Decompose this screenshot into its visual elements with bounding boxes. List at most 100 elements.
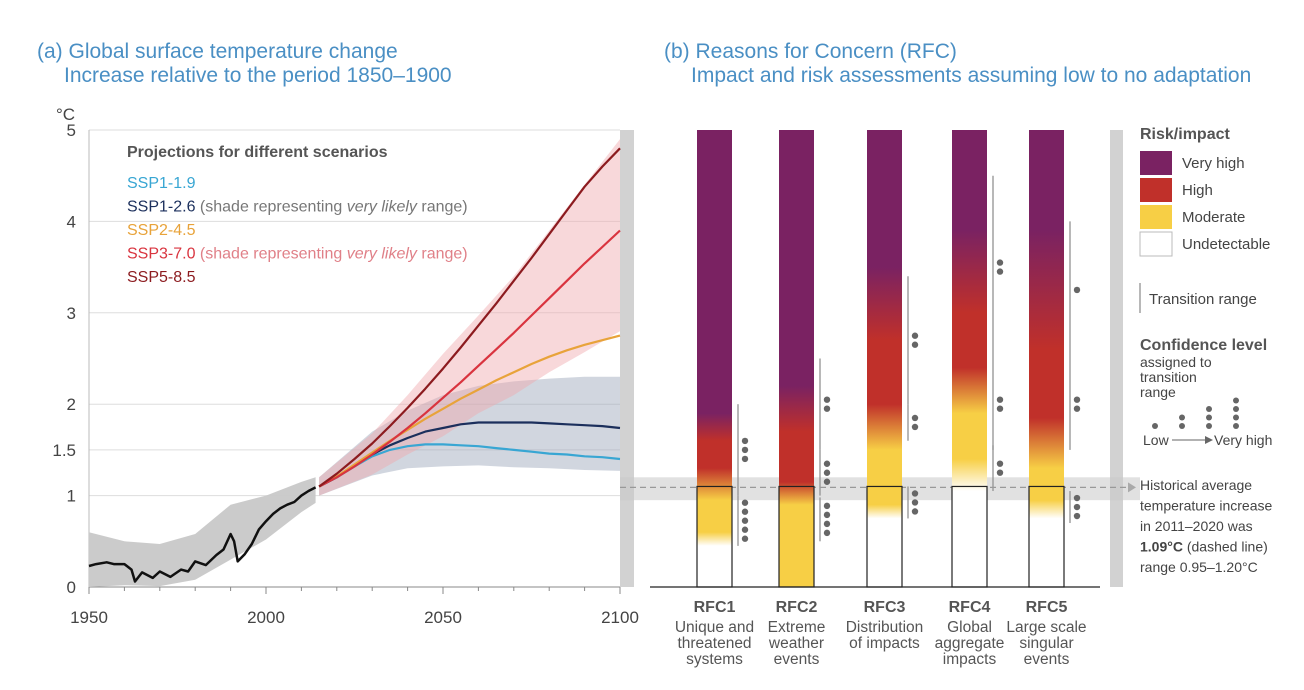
historical-note-line: Historical average bbox=[1140, 477, 1252, 493]
rfc-label-line: aggregate bbox=[935, 635, 1005, 652]
x-tick-label: 1950 bbox=[70, 608, 108, 627]
rfc-column-RFC4 bbox=[952, 130, 987, 587]
risk-level-label: Undetectable bbox=[1182, 236, 1270, 253]
historical-value-bold: 1.09°C bbox=[1140, 539, 1183, 555]
confidence-dot bbox=[741, 517, 749, 524]
panel-b-title: (b) Reasons for Concern (RFC) Impact and… bbox=[664, 40, 1251, 88]
y-tick-label: 2 bbox=[67, 395, 76, 414]
historical-note-line: temperature increase bbox=[1140, 498, 1273, 514]
confidence-dot bbox=[823, 511, 831, 519]
confidence-legend-dot bbox=[1179, 414, 1185, 421]
rfc-label-id: RFC2 bbox=[776, 599, 818, 616]
rfc-label-line: Distribution bbox=[846, 619, 924, 636]
legend-name: SSP1-1.9 bbox=[127, 175, 196, 192]
confidence-dot bbox=[911, 499, 919, 506]
rfc-label-line: Large scale bbox=[1006, 619, 1086, 636]
confidence-dot bbox=[823, 405, 831, 412]
confidence-dot bbox=[741, 508, 749, 515]
confidence-dot bbox=[911, 414, 919, 422]
rfc-label-line: events bbox=[1024, 651, 1070, 668]
legend-name: SSP3-7.0 bbox=[127, 246, 196, 263]
confidence-dot bbox=[741, 455, 749, 463]
confidence-arrow-head bbox=[1205, 436, 1213, 444]
series-line-SSP1-1.9 bbox=[318, 443, 621, 488]
confidence-dot bbox=[823, 478, 831, 485]
x-tick-label: 2000 bbox=[247, 608, 285, 627]
y-tick-label: 4 bbox=[67, 212, 76, 231]
rfc-label-id: RFC5 bbox=[1026, 599, 1068, 616]
rfc-label-line: weather bbox=[768, 635, 824, 652]
rfc-label-line: singular bbox=[1019, 635, 1073, 652]
confidence-dot bbox=[823, 469, 831, 476]
legend-note-italic: very likely bbox=[347, 246, 418, 263]
legend-entry-SSP2-4.5: SSP2-4.5 bbox=[127, 222, 196, 239]
rfc-column-RFC5 bbox=[1029, 130, 1064, 587]
rfc-label-line: impacts bbox=[943, 651, 997, 668]
legend-note-italic: very likely bbox=[347, 199, 418, 216]
y-tick-label: 3 bbox=[67, 304, 76, 323]
confidence-dot bbox=[911, 332, 919, 339]
series-line-SSP3-7.0 bbox=[318, 229, 621, 488]
confidence-high-label: Very high bbox=[1214, 432, 1272, 448]
confidence-sub-line: range bbox=[1140, 384, 1176, 400]
confidence-dot bbox=[823, 460, 831, 467]
legend-entry-SSP1-2.6: SSP1-2.6 (shade representing very likely… bbox=[127, 199, 468, 216]
rfc-label-line: threatened bbox=[677, 635, 751, 652]
legend-note: (shade representing bbox=[195, 246, 346, 263]
confidence-dot bbox=[996, 259, 1004, 266]
confidence-legend-dot bbox=[1152, 423, 1158, 429]
x-tick-label: 2050 bbox=[424, 608, 462, 627]
confidence-dot bbox=[823, 396, 831, 403]
confidence-dot bbox=[1073, 503, 1081, 511]
legend-entry-SSP1-1.9: SSP1-1.9 bbox=[127, 175, 196, 192]
confidence-dot bbox=[996, 460, 1004, 467]
confidence-dot bbox=[741, 437, 749, 445]
historical-range-line: range 0.95–1.20°C bbox=[1140, 559, 1258, 575]
rfc-label-line: Global bbox=[947, 619, 992, 636]
confidence-dot bbox=[996, 469, 1004, 476]
confidence-dot bbox=[1073, 494, 1081, 502]
confidence-low-label: Low bbox=[1143, 432, 1170, 448]
confidence-dot bbox=[911, 423, 919, 431]
legend-note: (shade representing bbox=[195, 199, 346, 216]
range-band-2 bbox=[319, 139, 620, 496]
range-band-0 bbox=[89, 477, 316, 587]
confidence-dot bbox=[741, 446, 749, 454]
confidence-dot bbox=[996, 268, 1004, 275]
confidence-legend-dot bbox=[1179, 423, 1185, 429]
confidence-dot bbox=[823, 529, 831, 537]
y-tick-label: 1.5 bbox=[52, 441, 76, 460]
risk-legend-title: Risk/impact bbox=[1140, 126, 1230, 143]
confidence-legend-dot bbox=[1206, 423, 1212, 429]
confidence-sub-line: transition bbox=[1140, 369, 1197, 385]
confidence-dot bbox=[1073, 512, 1081, 520]
legend-entry-SSP5-8.5: SSP5-8.5 bbox=[127, 269, 196, 286]
panel-a-plot-area bbox=[89, 130, 620, 587]
confidence-legend-dot bbox=[1233, 406, 1239, 412]
panel-a-subtitle: Increase relative to the period 1850–190… bbox=[64, 64, 452, 87]
temperature-chart: °C 0 1 1.5 2 3 4 5 1950 2000 2050 2100 Projections f… bbox=[52, 105, 639, 627]
historical-arrow bbox=[1128, 482, 1136, 493]
legend-title: Projections for different scenarios bbox=[127, 144, 388, 161]
risk-swatch bbox=[1139, 231, 1173, 257]
confidence-dot bbox=[823, 520, 831, 528]
rfc-label-id: RFC1 bbox=[694, 599, 736, 616]
rfc-label-line: events bbox=[774, 651, 820, 668]
confidence-title: Confidence level bbox=[1140, 337, 1267, 354]
confidence-dot bbox=[1073, 405, 1081, 412]
rfc-column-RFC2 bbox=[779, 130, 814, 587]
legend-entry-SSP3-7.0: SSP3-7.0 (shade representing very likely… bbox=[127, 246, 468, 263]
y-tick-label: 1 bbox=[67, 487, 76, 506]
confidence-legend-dot bbox=[1206, 406, 1212, 412]
confidence-dot bbox=[741, 535, 749, 542]
confidence-dot bbox=[996, 405, 1004, 412]
rfc-label-line: Unique and bbox=[675, 619, 754, 636]
y-axis-unit-label: °C bbox=[56, 105, 75, 124]
x-tick-label: 2100 bbox=[601, 608, 639, 627]
series-line-SSP5-8.5 bbox=[318, 147, 621, 488]
panel-b-right-shadow bbox=[1110, 130, 1123, 587]
legend-note-end: range) bbox=[417, 199, 468, 216]
legend-name: SSP1-2.6 bbox=[127, 199, 196, 216]
